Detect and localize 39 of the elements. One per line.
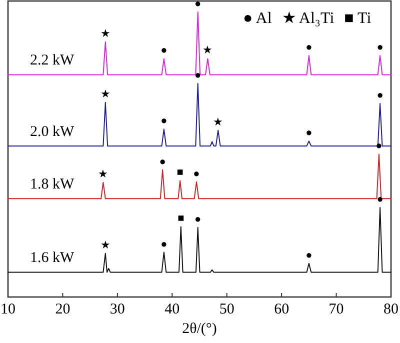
x-tick-label: 70 — [328, 302, 344, 318]
annotation: ★ — [202, 44, 213, 57]
annotation: ● — [160, 44, 168, 57]
annotation: ★ — [100, 88, 110, 100]
annotation: ● — [376, 42, 384, 54]
annotation: ● Al — [243, 10, 272, 27]
annotation: ● — [376, 140, 382, 152]
x-tick-label: 30 — [110, 302, 125, 318]
annotation: ● — [194, 213, 202, 226]
annotation: ● — [306, 42, 312, 54]
annotation: ★ — [98, 168, 108, 180]
x-tick-label: 20 — [55, 302, 70, 318]
annotation: ● — [306, 249, 312, 262]
annotation: ★ — [213, 116, 224, 128]
annotation: ■ — [176, 166, 184, 179]
series-label: 2.2 kW — [30, 52, 75, 69]
annotation: ● — [194, 0, 202, 10]
annotation: ★ Al₃Ti — [282, 10, 335, 27]
x-axis-title: 2θ/(°) — [182, 321, 217, 337]
annotation: ● — [160, 115, 168, 128]
annotation: ★ — [100, 239, 110, 252]
annotation: ● — [160, 238, 168, 250]
annotation: ● — [159, 156, 166, 168]
annotation: ■ Ti — [344, 10, 372, 27]
series-label: 2.0 kW — [30, 124, 75, 140]
x-tick-label: 10 — [0, 302, 16, 318]
x-tick-label: 50 — [219, 302, 234, 318]
annotation: ★ — [100, 28, 110, 40]
x-tick-label: 40 — [164, 302, 180, 318]
annotation: ● — [306, 127, 312, 140]
x-tick-label: 80 — [384, 302, 398, 318]
series-label: 1.8 kW — [30, 176, 75, 193]
x-tick-label: 60 — [274, 302, 290, 318]
annotation: ● — [376, 89, 384, 102]
series-label: 1.6 kW — [30, 250, 75, 266]
annotation: ● — [194, 70, 202, 82]
annotation: ● — [193, 168, 200, 180]
annotation: ■ — [178, 212, 184, 225]
annotation: ● — [376, 194, 384, 206]
